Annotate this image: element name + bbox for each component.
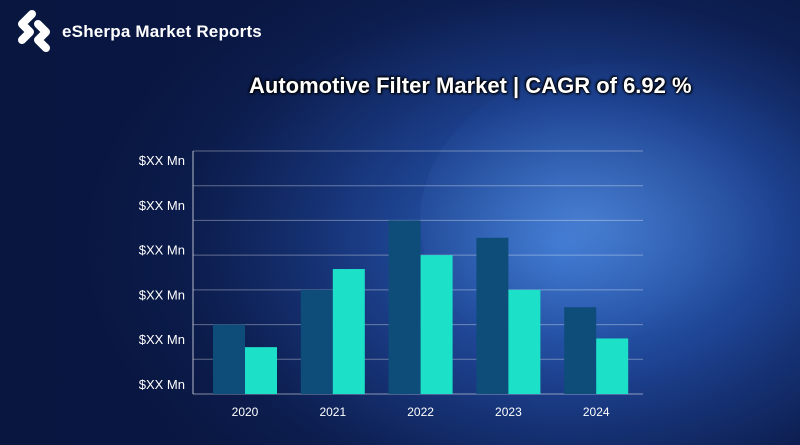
bar-2024-series-2 — [596, 338, 629, 394]
x-axis-ticks: 2020 2021 2022 2023 2024 — [232, 405, 610, 419]
y-tick-label: $XX Mn — [139, 287, 185, 302]
brand-logo: eSherpa Market Reports — [10, 8, 262, 56]
x-tick-label: 2021 — [319, 405, 346, 419]
bar-2022-series-2 — [420, 255, 453, 394]
y-tick-label: $XX Mn — [139, 377, 185, 392]
bar-2024-series-1 — [564, 307, 597, 394]
bar-2023-series-1 — [476, 237, 509, 394]
x-tick-label: 2020 — [232, 405, 259, 419]
bar-2022-series-1 — [388, 220, 421, 394]
bar-2020-series-1 — [213, 324, 245, 394]
bar-2023-series-2 — [508, 289, 541, 394]
x-tick-label: 2022 — [407, 405, 434, 419]
bar-2021-series-2 — [332, 269, 365, 394]
esherpa-logo-icon — [18, 10, 50, 52]
y-tick-label: $XX Mn — [139, 332, 185, 347]
y-axis-ticks: $XX Mn $XX Mn $XX Mn $XX Mn $XX Mn $XX Mn — [139, 153, 185, 392]
bar-2021-series-1 — [300, 289, 333, 394]
chart-title: Automotive Filter Market | CAGR of 6.92 … — [249, 73, 692, 98]
brand-name: eSherpa Market Reports — [62, 22, 262, 41]
y-tick-label: $XX Mn — [139, 153, 185, 168]
chart-bars — [213, 220, 629, 394]
bar-2020-series-2 — [245, 347, 277, 394]
x-tick-label: 2024 — [583, 405, 610, 419]
x-tick-label: 2023 — [495, 405, 522, 419]
y-tick-label: $XX Mn — [139, 243, 185, 258]
y-tick-label: $XX Mn — [139, 198, 185, 213]
